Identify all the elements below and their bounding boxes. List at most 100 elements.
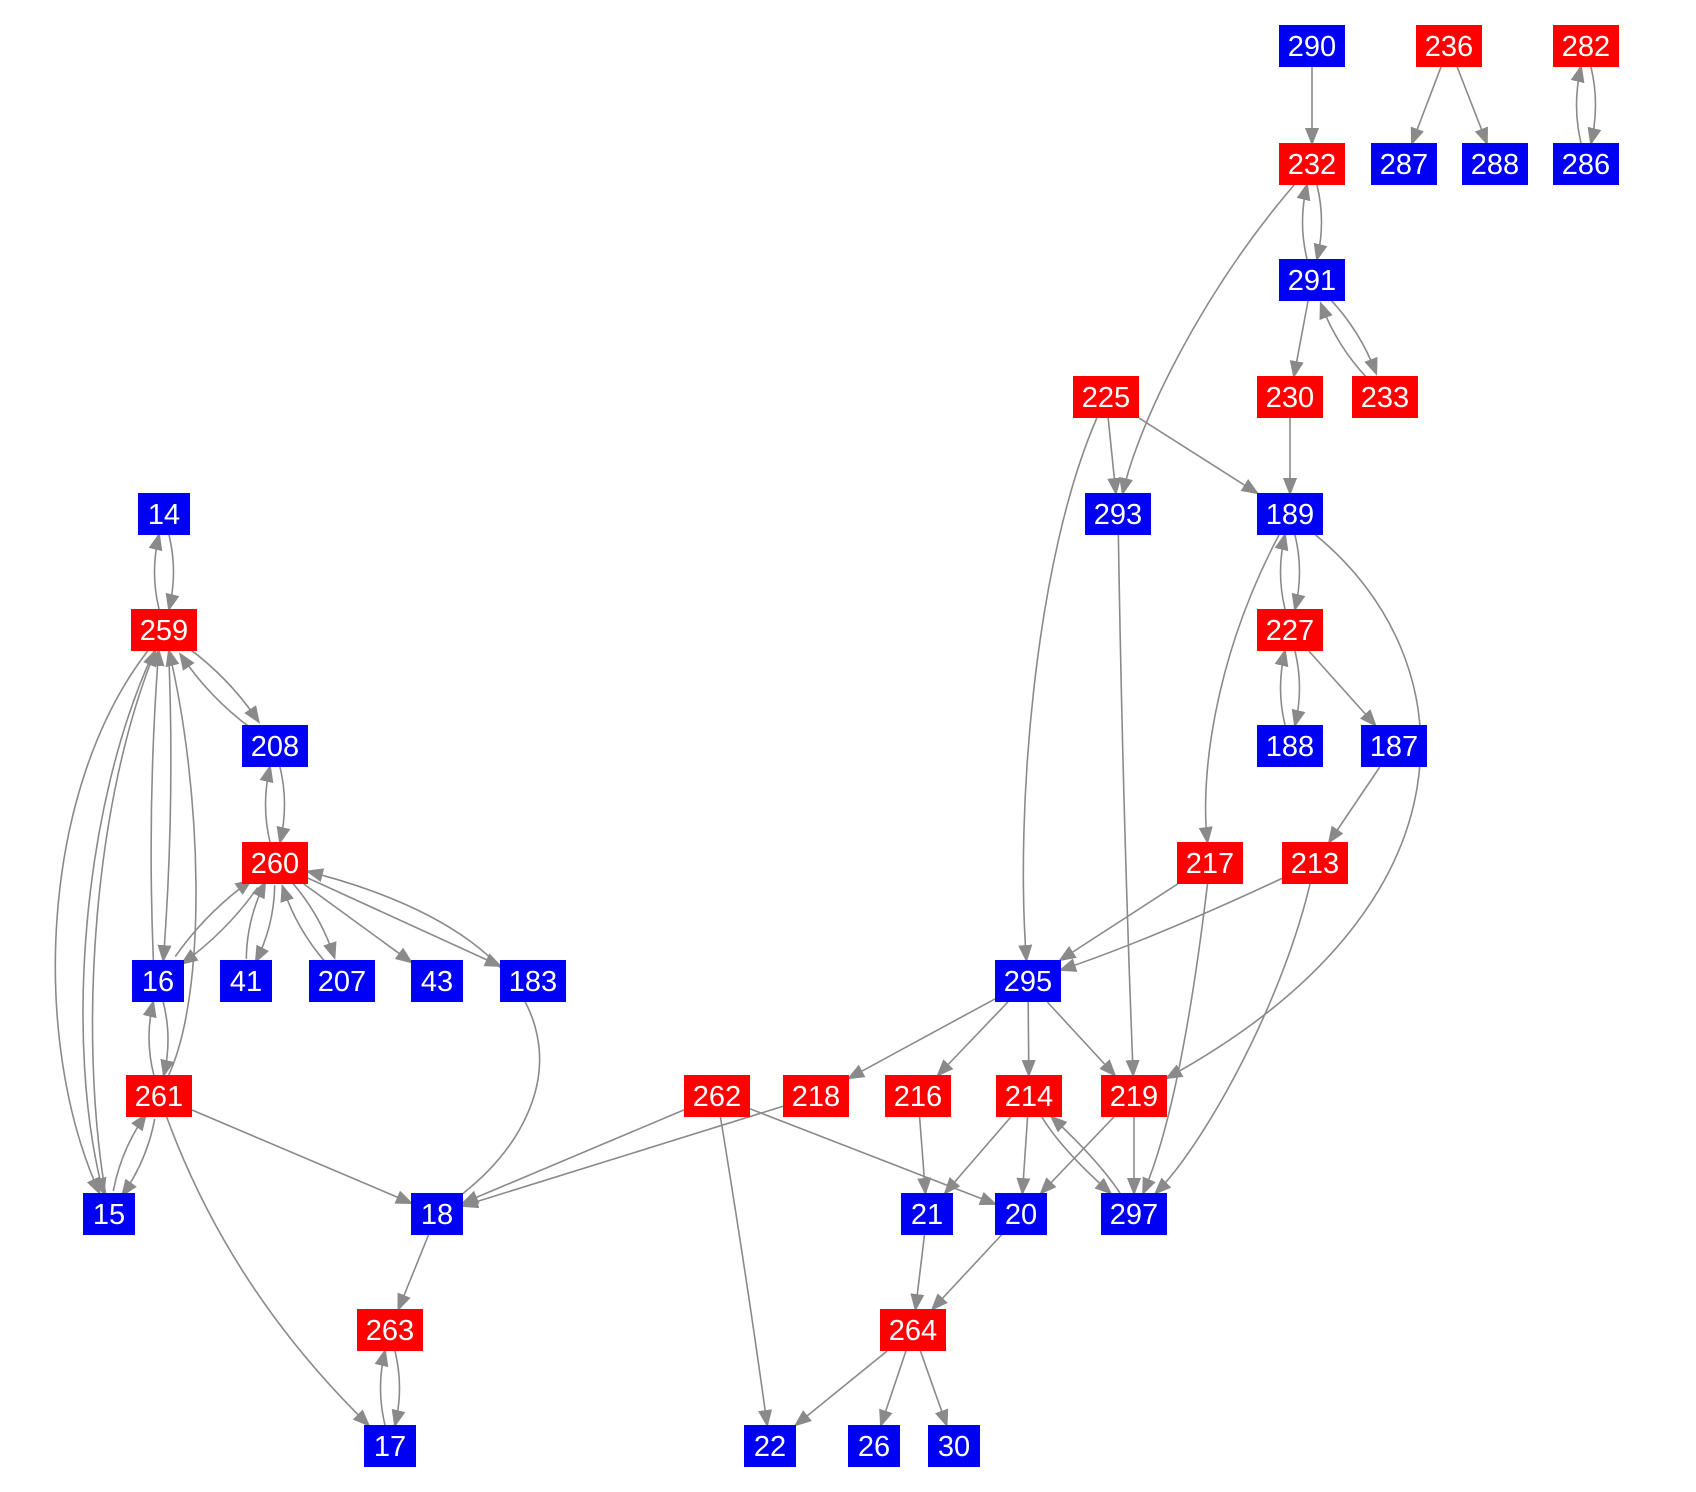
node-label-291: 291 xyxy=(1288,265,1336,297)
graph-node-287: 287 xyxy=(1371,143,1437,185)
node-label-286: 286 xyxy=(1562,149,1610,181)
graph-node-17: 17 xyxy=(364,1425,416,1467)
node-box-16 xyxy=(132,960,184,1002)
edge-261-to-18 xyxy=(191,1109,414,1204)
node-box-264 xyxy=(880,1309,946,1351)
edge-208-to-259 xyxy=(179,652,252,730)
edge-261-to-16 xyxy=(142,999,157,1076)
node-label-230: 230 xyxy=(1266,382,1314,414)
graph-node-293: 293 xyxy=(1085,493,1151,535)
edge-219-to-20 xyxy=(1039,1116,1115,1195)
node-box-41 xyxy=(220,960,272,1002)
node-box-219 xyxy=(1101,1075,1167,1117)
graph-node-189: 189 xyxy=(1257,493,1323,535)
node-box-21 xyxy=(901,1193,953,1235)
node-label-290: 290 xyxy=(1288,31,1336,63)
node-box-216 xyxy=(885,1075,951,1117)
node-box-227 xyxy=(1257,609,1323,651)
edge-225-to-295 xyxy=(1018,417,1098,963)
edge-286-to-282 xyxy=(1570,64,1585,144)
node-label-188: 188 xyxy=(1266,731,1314,763)
node-label-227: 227 xyxy=(1266,615,1314,647)
node-box-263 xyxy=(357,1309,423,1351)
edge-225-to-189 xyxy=(1138,417,1260,495)
edge-217-to-297 xyxy=(1142,883,1209,1196)
node-box-293 xyxy=(1085,493,1151,535)
graph-node-291: 291 xyxy=(1279,259,1345,301)
edge-262-to-18 xyxy=(460,1109,685,1205)
node-label-22: 22 xyxy=(754,1431,786,1463)
edge-189-to-227 xyxy=(1291,534,1306,612)
node-box-208 xyxy=(242,725,308,767)
node-label-183: 183 xyxy=(509,966,557,998)
edge-261-to-17 xyxy=(165,1116,371,1427)
edge-188-to-227 xyxy=(1274,648,1289,726)
node-box-26 xyxy=(848,1425,900,1467)
graph-node-18: 18 xyxy=(411,1193,463,1235)
edge-264-to-26 xyxy=(879,1350,907,1428)
graph-node-26: 26 xyxy=(848,1425,900,1467)
edge-21-to-264 xyxy=(910,1234,926,1312)
node-label-41: 41 xyxy=(230,966,262,998)
graph-node-16: 16 xyxy=(132,960,184,1002)
edge-261-to-259 xyxy=(165,648,197,1076)
node-box-18 xyxy=(411,1193,463,1235)
graph-node-260: 260 xyxy=(242,842,308,884)
edge-259-to-208 xyxy=(187,646,260,724)
edge-227-to-188 xyxy=(1291,650,1306,728)
graph-node-290: 290 xyxy=(1279,25,1345,67)
node-box-188 xyxy=(1257,725,1323,767)
edge-217-to-295 xyxy=(1058,883,1179,962)
node-label-262: 262 xyxy=(693,1081,741,1113)
graph-node-22: 22 xyxy=(744,1425,796,1467)
edge-18-to-263 xyxy=(397,1234,430,1312)
node-box-262 xyxy=(684,1075,750,1117)
graph-node-295: 295 xyxy=(995,960,1061,1002)
node-box-20 xyxy=(995,1193,1047,1235)
node-box-291 xyxy=(1279,259,1345,301)
node-label-295: 295 xyxy=(1004,966,1052,998)
node-label-259: 259 xyxy=(140,615,188,647)
node-label-21: 21 xyxy=(911,1199,943,1231)
graph-node-263: 263 xyxy=(357,1309,423,1351)
node-label-217: 217 xyxy=(1186,848,1234,880)
node-box-214 xyxy=(996,1075,1062,1117)
node-label-20: 20 xyxy=(1005,1199,1037,1231)
edge-16-to-261 xyxy=(160,1001,175,1078)
graph-node-208: 208 xyxy=(242,725,308,767)
node-label-187: 187 xyxy=(1370,731,1418,763)
edge-259-to-15 xyxy=(82,650,155,1196)
edge-295-to-216 xyxy=(936,1001,1009,1077)
graph-node-14: 14 xyxy=(138,493,190,535)
edge-layer xyxy=(54,64,1602,1428)
edge-14-to-259 xyxy=(165,534,180,612)
node-label-218: 218 xyxy=(792,1081,840,1113)
node-box-297 xyxy=(1101,1193,1167,1235)
graph-node-288: 288 xyxy=(1462,143,1528,185)
graph-node-236: 236 xyxy=(1416,25,1482,67)
node-box-260 xyxy=(242,842,308,884)
node-box-261 xyxy=(126,1075,192,1117)
edge-15-to-259 xyxy=(91,648,157,1194)
edge-225-to-293 xyxy=(1107,417,1122,496)
node-label-232: 232 xyxy=(1288,149,1336,181)
edge-293-to-219 xyxy=(1117,534,1140,1078)
edge-213-to-297 xyxy=(1153,883,1311,1195)
node-box-17 xyxy=(364,1425,416,1467)
graph-node-232: 232 xyxy=(1279,143,1345,185)
node-label-14: 14 xyxy=(148,499,180,531)
graph-node-183: 183 xyxy=(500,960,566,1002)
graph-node-216: 216 xyxy=(885,1075,951,1117)
edge-17-to-263 xyxy=(374,1348,389,1426)
graph-node-30: 30 xyxy=(928,1425,980,1467)
node-box-187 xyxy=(1361,725,1427,767)
node-label-30: 30 xyxy=(938,1431,970,1463)
node-label-263: 263 xyxy=(366,1315,414,1347)
edge-297-to-214 xyxy=(1049,1115,1121,1194)
node-label-282: 282 xyxy=(1562,31,1610,63)
node-label-214: 214 xyxy=(1005,1081,1053,1113)
edge-261-to-15 xyxy=(120,1118,156,1198)
node-label-261: 261 xyxy=(135,1081,183,1113)
node-box-295 xyxy=(995,960,1061,1002)
edge-187-to-213 xyxy=(1327,766,1381,845)
